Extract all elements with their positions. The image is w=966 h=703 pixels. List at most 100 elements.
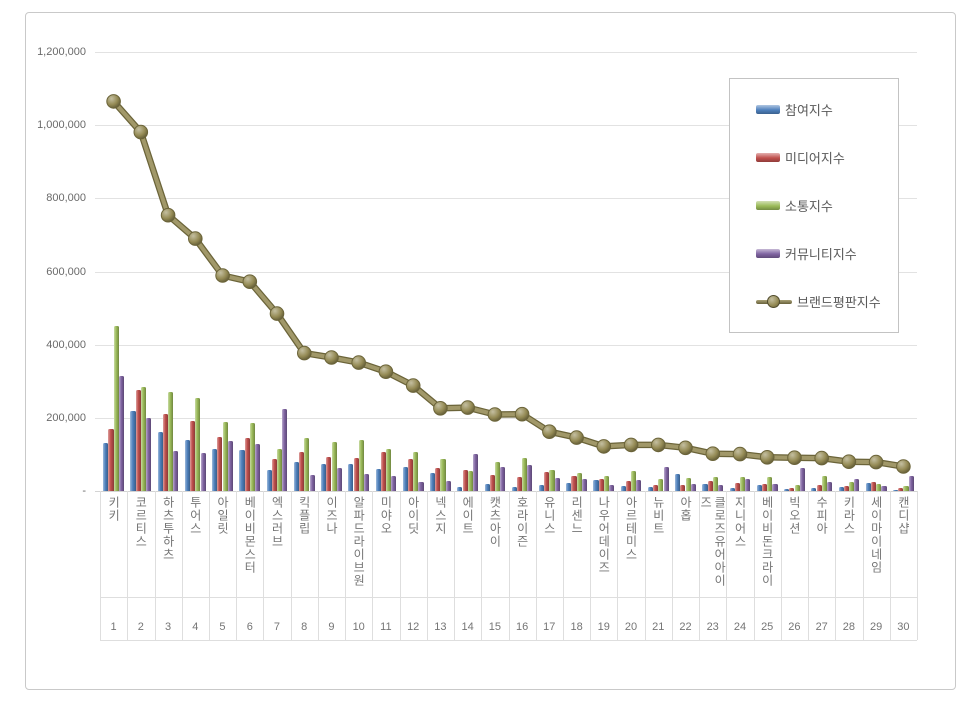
category-label-text: 킥플립: [297, 496, 312, 535]
category-rank-label: 13: [434, 621, 447, 633]
category-label: 호라이즌: [509, 496, 536, 594]
bar-커뮤니티지수: [363, 473, 370, 491]
bar-커뮤니티지수: [418, 481, 424, 491]
bar-미디어지수: [625, 481, 632, 491]
bar-소통지수: [494, 462, 501, 491]
category-label-text: 리센느: [569, 496, 584, 535]
category-label-text: 아홉: [678, 496, 693, 522]
category-label-text: 뉴비트: [651, 496, 666, 535]
category-cell-border: [617, 491, 619, 640]
category-cell-border: [644, 491, 646, 640]
legend-bar-swatch-icon: [756, 104, 780, 114]
category-label: 키키: [100, 496, 127, 594]
gridline: [95, 52, 917, 53]
x-axis-baseline: [95, 491, 917, 492]
category-label: 아홉: [672, 496, 699, 594]
category-label: 뉴비트: [645, 496, 672, 594]
category-label-text: 미야오: [378, 496, 393, 535]
category-label: 미야오: [372, 496, 399, 594]
legend-item-참여지수: 참여지수: [756, 100, 898, 119]
category-cell-border: [753, 491, 755, 640]
category-label: 베이비돈크라이: [754, 496, 781, 594]
category-rank-label: 9: [328, 621, 335, 633]
bar-소통지수: [740, 477, 746, 491]
category-rank-label: 10: [352, 621, 365, 633]
bar-참여지수: [893, 489, 899, 491]
category-label: 알파드라이브원: [345, 496, 372, 594]
bar-참여지수: [647, 487, 654, 491]
bar-참여지수: [865, 483, 871, 491]
category-label-text: 엑스러브: [269, 496, 284, 548]
bar-소통지수: [658, 478, 664, 491]
category-rank-label: 14: [461, 621, 474, 633]
bar-참여지수: [484, 483, 490, 491]
bar-미디어지수: [598, 478, 604, 491]
category-cell-border: [889, 491, 891, 640]
bar-커뮤니티지수: [255, 444, 261, 491]
category-cell-border: [290, 491, 292, 640]
category-label: 아이딧: [400, 496, 427, 594]
category-label-text: 아이딧: [406, 496, 421, 535]
bar-소통지수: [413, 451, 419, 491]
legend-item-label: 참여지수: [785, 102, 833, 118]
y-axis-tick-label: 200,000: [46, 411, 86, 424]
bar-미디어지수: [489, 474, 495, 491]
bar-참여지수: [457, 486, 463, 491]
category-row-border: [100, 597, 917, 598]
category-rank-label: 21: [652, 621, 665, 633]
bar-소통지수: [304, 437, 310, 491]
bar-참여지수: [620, 485, 626, 491]
bar-커뮤니티지수: [336, 468, 342, 491]
bar-참여지수: [212, 448, 218, 491]
category-label: 캔디샵: [890, 496, 917, 594]
category-label-text: 에이트: [460, 496, 475, 535]
bar-미디어지수: [653, 485, 659, 491]
category-cell-border: [808, 491, 810, 640]
category-label-text: 클로즈유어아이즈: [699, 496, 727, 587]
category-label: 하츠투하츠: [155, 496, 182, 594]
bar-참여지수: [784, 489, 790, 491]
bar-참여지수: [729, 488, 735, 491]
category-cell-border: [208, 491, 210, 640]
bar-커뮤니티지수: [854, 479, 860, 491]
bar-참여지수: [375, 469, 381, 492]
category-rank-label: 30: [897, 621, 910, 633]
category-label-text: 지니어스: [732, 496, 747, 548]
bar-미디어지수: [108, 428, 114, 491]
bar-소통지수: [331, 441, 337, 491]
category-label: 투어스: [182, 496, 209, 594]
category-label-text: 나우어데이즈: [596, 496, 611, 574]
bar-커뮤니티지수: [227, 440, 233, 491]
category-label-text: 하츠투하츠: [161, 496, 176, 561]
category-cell-border: [699, 491, 701, 640]
bar-미디어지수: [789, 488, 795, 491]
bar-커뮤니티지수: [581, 478, 587, 491]
category-rank-label: 15: [488, 621, 502, 633]
bar-소통지수: [794, 485, 800, 491]
category-cell-border: [671, 491, 673, 640]
bar-미디어지수: [435, 468, 441, 491]
category-label: 코르티스: [127, 496, 154, 594]
category-rank-label: 24: [733, 621, 747, 633]
category-cell-border: [372, 491, 374, 640]
bar-참여지수: [103, 443, 109, 491]
category-label: 유니스: [536, 496, 563, 594]
legend-item-소통지수: 소통지수: [756, 196, 898, 215]
bar-미디어지수: [816, 485, 822, 491]
legend-line-marker-swatch-icon: [756, 294, 792, 309]
category-cell-border: [426, 491, 428, 640]
gridline: [95, 417, 917, 419]
bar-커뮤니티지수: [772, 484, 778, 491]
category-rank-label: 29: [869, 621, 883, 633]
category-rank-label: 3: [165, 621, 172, 633]
category-label: 세이마이네임: [863, 496, 890, 594]
bar-커뮤니티지수: [663, 466, 669, 491]
bar-미디어지수: [734, 483, 740, 491]
category-label-text: 유니스: [542, 496, 557, 535]
category-label: 베이비몬스터: [236, 496, 263, 594]
category-cell-border: [317, 491, 319, 640]
bar-참여지수: [838, 487, 844, 491]
category-cell-border: [345, 491, 347, 640]
category-cell-border: [399, 491, 401, 640]
category-label: 이즈나: [318, 496, 345, 594]
